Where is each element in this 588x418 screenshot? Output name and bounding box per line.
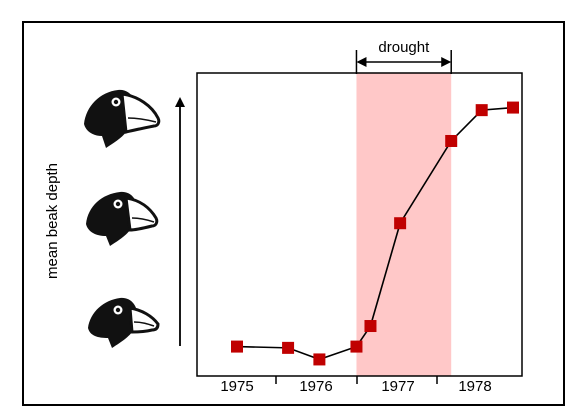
plot-frame <box>196 72 523 377</box>
x-tick-label: 1976 <box>299 378 332 395</box>
arrow-head-left-icon <box>356 57 367 67</box>
data-point <box>313 353 326 366</box>
y-axis-arrow-head-icon <box>175 97 185 107</box>
x-tick-label: 1977 <box>381 378 414 395</box>
x-tick-label: 1975 <box>220 378 253 395</box>
drought-label: drought <box>378 39 430 56</box>
drought-bracket <box>355 50 452 74</box>
data-point <box>282 341 295 354</box>
x-tick-label: 1978 <box>458 378 491 395</box>
data-point <box>507 101 519 114</box>
series-points <box>231 101 519 366</box>
data-point <box>445 134 458 147</box>
data-point <box>394 217 407 230</box>
arrow-head-right-icon <box>441 57 452 67</box>
y-axis-title: mean beak depth <box>44 163 61 279</box>
finch-head-small-beak-icon <box>88 297 160 348</box>
data-point <box>364 320 377 333</box>
data-point <box>475 104 488 117</box>
finch-head-medium-beak-icon <box>86 191 159 246</box>
x-axis: 1975 1976 1977 1978 <box>220 376 492 395</box>
data-point <box>350 340 363 353</box>
data-point <box>231 340 243 353</box>
finch-head-large-beak-icon <box>84 89 161 148</box>
